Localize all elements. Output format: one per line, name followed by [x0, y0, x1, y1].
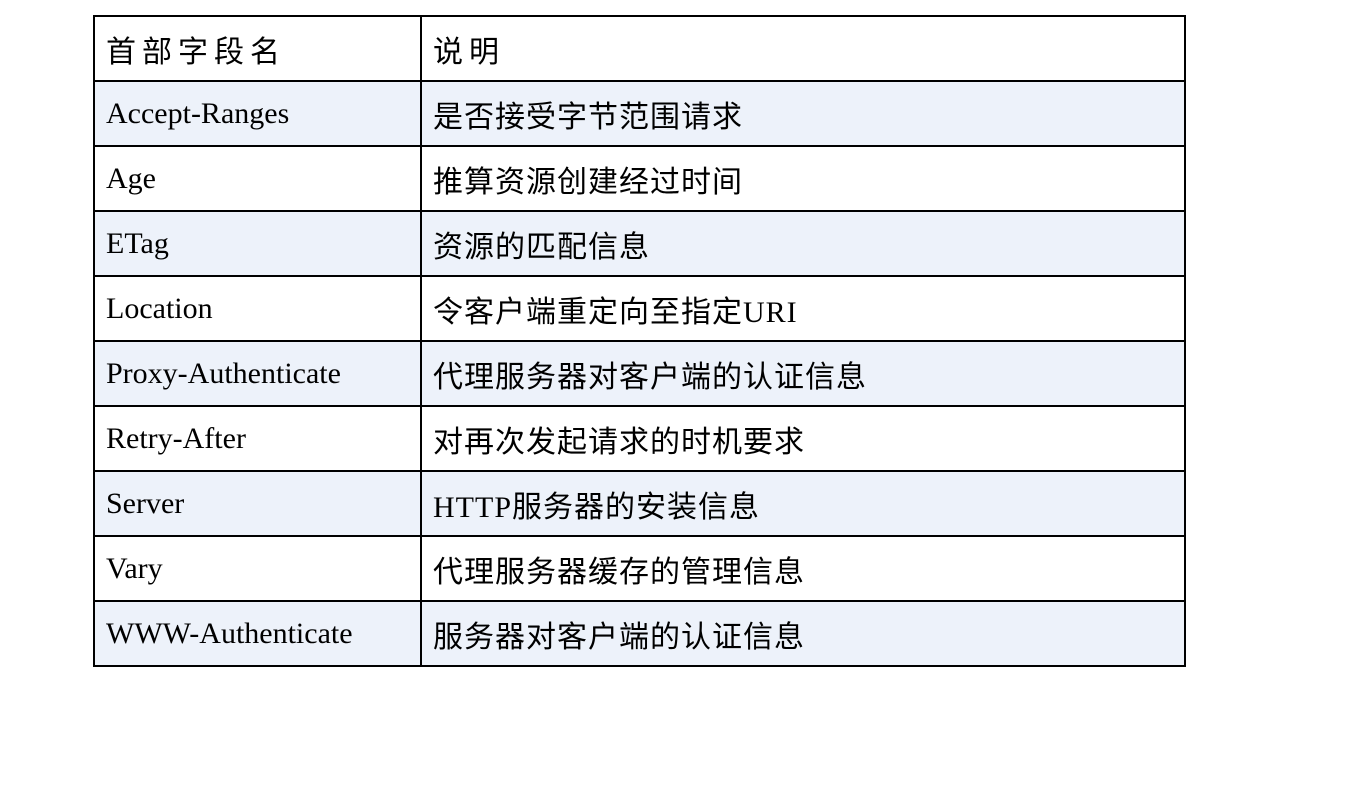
field-name-cell: Retry-After	[93, 405, 422, 472]
column-header-description: 说明	[420, 15, 1186, 82]
description-cell: 代理服务器对客户端的认证信息	[420, 340, 1186, 407]
table-header-row: 首部字段名 说明	[93, 15, 1186, 82]
description-cell: HTTP服务器的安装信息	[420, 470, 1186, 537]
description-cell: 资源的匹配信息	[420, 210, 1186, 277]
field-name-cell: ETag	[93, 210, 422, 277]
table-row-vary: Vary 代理服务器缓存的管理信息	[93, 535, 1186, 602]
field-name-cell: WWW-Authenticate	[93, 600, 422, 667]
table-row-accept-ranges: Accept-Ranges 是否接受字节范围请求	[93, 80, 1186, 147]
table-row-www-authenticate: WWW-Authenticate 服务器对客户端的认证信息	[93, 600, 1186, 667]
description-cell: 令客户端重定向至指定URI	[420, 275, 1186, 342]
field-name-cell: Proxy-Authenticate	[93, 340, 422, 407]
field-name-cell: Vary	[93, 535, 422, 602]
table-row-proxy-authenticate: Proxy-Authenticate 代理服务器对客户端的认证信息	[93, 340, 1186, 407]
column-header-field-name: 首部字段名	[93, 15, 422, 82]
description-cell: 服务器对客户端的认证信息	[420, 600, 1186, 667]
table-row-etag: ETag 资源的匹配信息	[93, 210, 1186, 277]
field-name-cell: Location	[93, 275, 422, 342]
description-cell: 代理服务器缓存的管理信息	[420, 535, 1186, 602]
table-row-retry-after: Retry-After 对再次发起请求的时机要求	[93, 405, 1186, 472]
table-row-age: Age 推算资源创建经过时间	[93, 145, 1186, 212]
http-response-header-fields-table: 首部字段名 说明 Accept-Ranges 是否接受字节范围请求 Age 推算…	[93, 15, 1186, 667]
table-row-server: Server HTTP服务器的安装信息	[93, 470, 1186, 537]
description-cell: 是否接受字节范围请求	[420, 80, 1186, 147]
field-name-cell: Server	[93, 470, 422, 537]
table-row-location: Location 令客户端重定向至指定URI	[93, 275, 1186, 342]
field-name-cell: Accept-Ranges	[93, 80, 422, 147]
description-cell: 对再次发起请求的时机要求	[420, 405, 1186, 472]
description-cell: 推算资源创建经过时间	[420, 145, 1186, 212]
field-name-cell: Age	[93, 145, 422, 212]
